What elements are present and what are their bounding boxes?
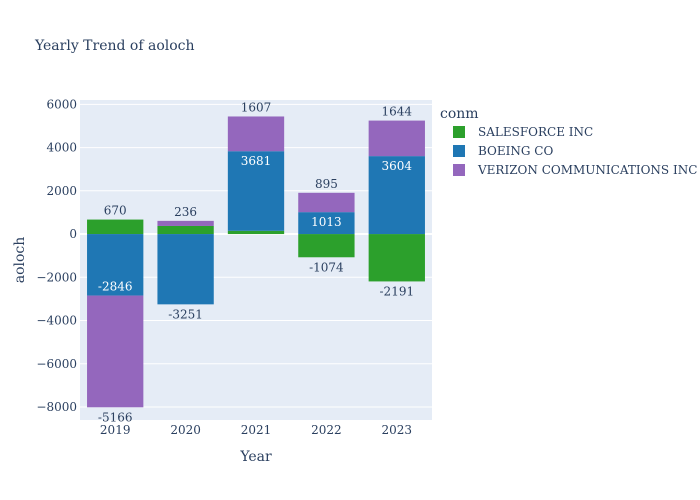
bar — [87, 234, 144, 296]
bar — [157, 225, 214, 235]
legend-title: conm — [440, 106, 479, 122]
bar-label: 236 — [174, 205, 197, 219]
bar — [157, 234, 214, 305]
bar-label: -2191 — [380, 284, 415, 298]
y-axis-ticks: 6000 4000 2000 0 −2000 −4000 −6000 −8000 — [36, 97, 77, 414]
x-axis-ticks: 2019 2020 2021 2022 2023 — [100, 423, 412, 437]
legend-swatch[interactable] — [453, 126, 465, 138]
y-tick-label: −4000 — [36, 314, 77, 328]
x-tick-label: 2022 — [311, 423, 342, 437]
y-tick-label: 6000 — [46, 97, 77, 111]
bar — [87, 219, 144, 235]
bar-label: -5166 — [98, 410, 133, 424]
x-axis-title: Year — [239, 449, 272, 465]
bar — [227, 116, 285, 152]
bar — [368, 120, 425, 157]
x-tick-label: 2021 — [241, 423, 272, 437]
bar-label: -2846 — [98, 280, 133, 294]
y-tick-label: −8000 — [36, 400, 77, 414]
bar — [298, 234, 355, 258]
bar — [227, 230, 285, 235]
bar-label: -3251 — [168, 307, 203, 321]
x-tick-label: 2023 — [382, 423, 413, 437]
bar-labels: 670 -2846 -5166 -3251 236 3681 1607 -1074 1013 89… — [98, 100, 414, 424]
bar-label: 895 — [315, 177, 338, 191]
bar-label: 1644 — [382, 105, 413, 119]
chart-title: Yearly Trend of aoloch — [34, 38, 195, 54]
bar-label: 1013 — [311, 215, 342, 229]
y-tick-label: −2000 — [36, 270, 77, 284]
bar-label: 3604 — [382, 159, 413, 173]
y-axis-title: aoloch — [12, 237, 28, 284]
y-tick-label: 4000 — [46, 141, 77, 155]
bar-label: 1607 — [241, 100, 272, 114]
legend: conm SALESFORCE INC BOEING CO VERIZON COMM… — [440, 106, 697, 177]
bar-label: 3681 — [241, 154, 272, 168]
bar — [87, 295, 144, 408]
legend-item-label[interactable]: SALESFORCE INC — [478, 125, 593, 139]
bar — [157, 220, 214, 226]
bar — [298, 192, 355, 213]
x-tick-label: 2019 — [100, 423, 131, 437]
legend-swatch[interactable] — [453, 164, 465, 176]
bar-label: -1074 — [309, 260, 344, 274]
legend-item-label[interactable]: VERIZON COMMUNICATIONS INC — [477, 163, 697, 177]
bar — [368, 234, 425, 282]
legend-swatch[interactable] — [453, 145, 465, 157]
y-tick-label: −6000 — [36, 357, 77, 371]
legend-item-label[interactable]: BOEING CO — [478, 144, 553, 158]
y-tick-label: 2000 — [46, 184, 77, 198]
bar — [227, 151, 285, 231]
bar — [298, 212, 355, 235]
bar — [368, 156, 425, 235]
bar-label: 670 — [104, 204, 127, 218]
bars — [87, 116, 425, 408]
x-tick-label: 2020 — [170, 423, 201, 437]
y-tick-label: 0 — [69, 227, 77, 241]
